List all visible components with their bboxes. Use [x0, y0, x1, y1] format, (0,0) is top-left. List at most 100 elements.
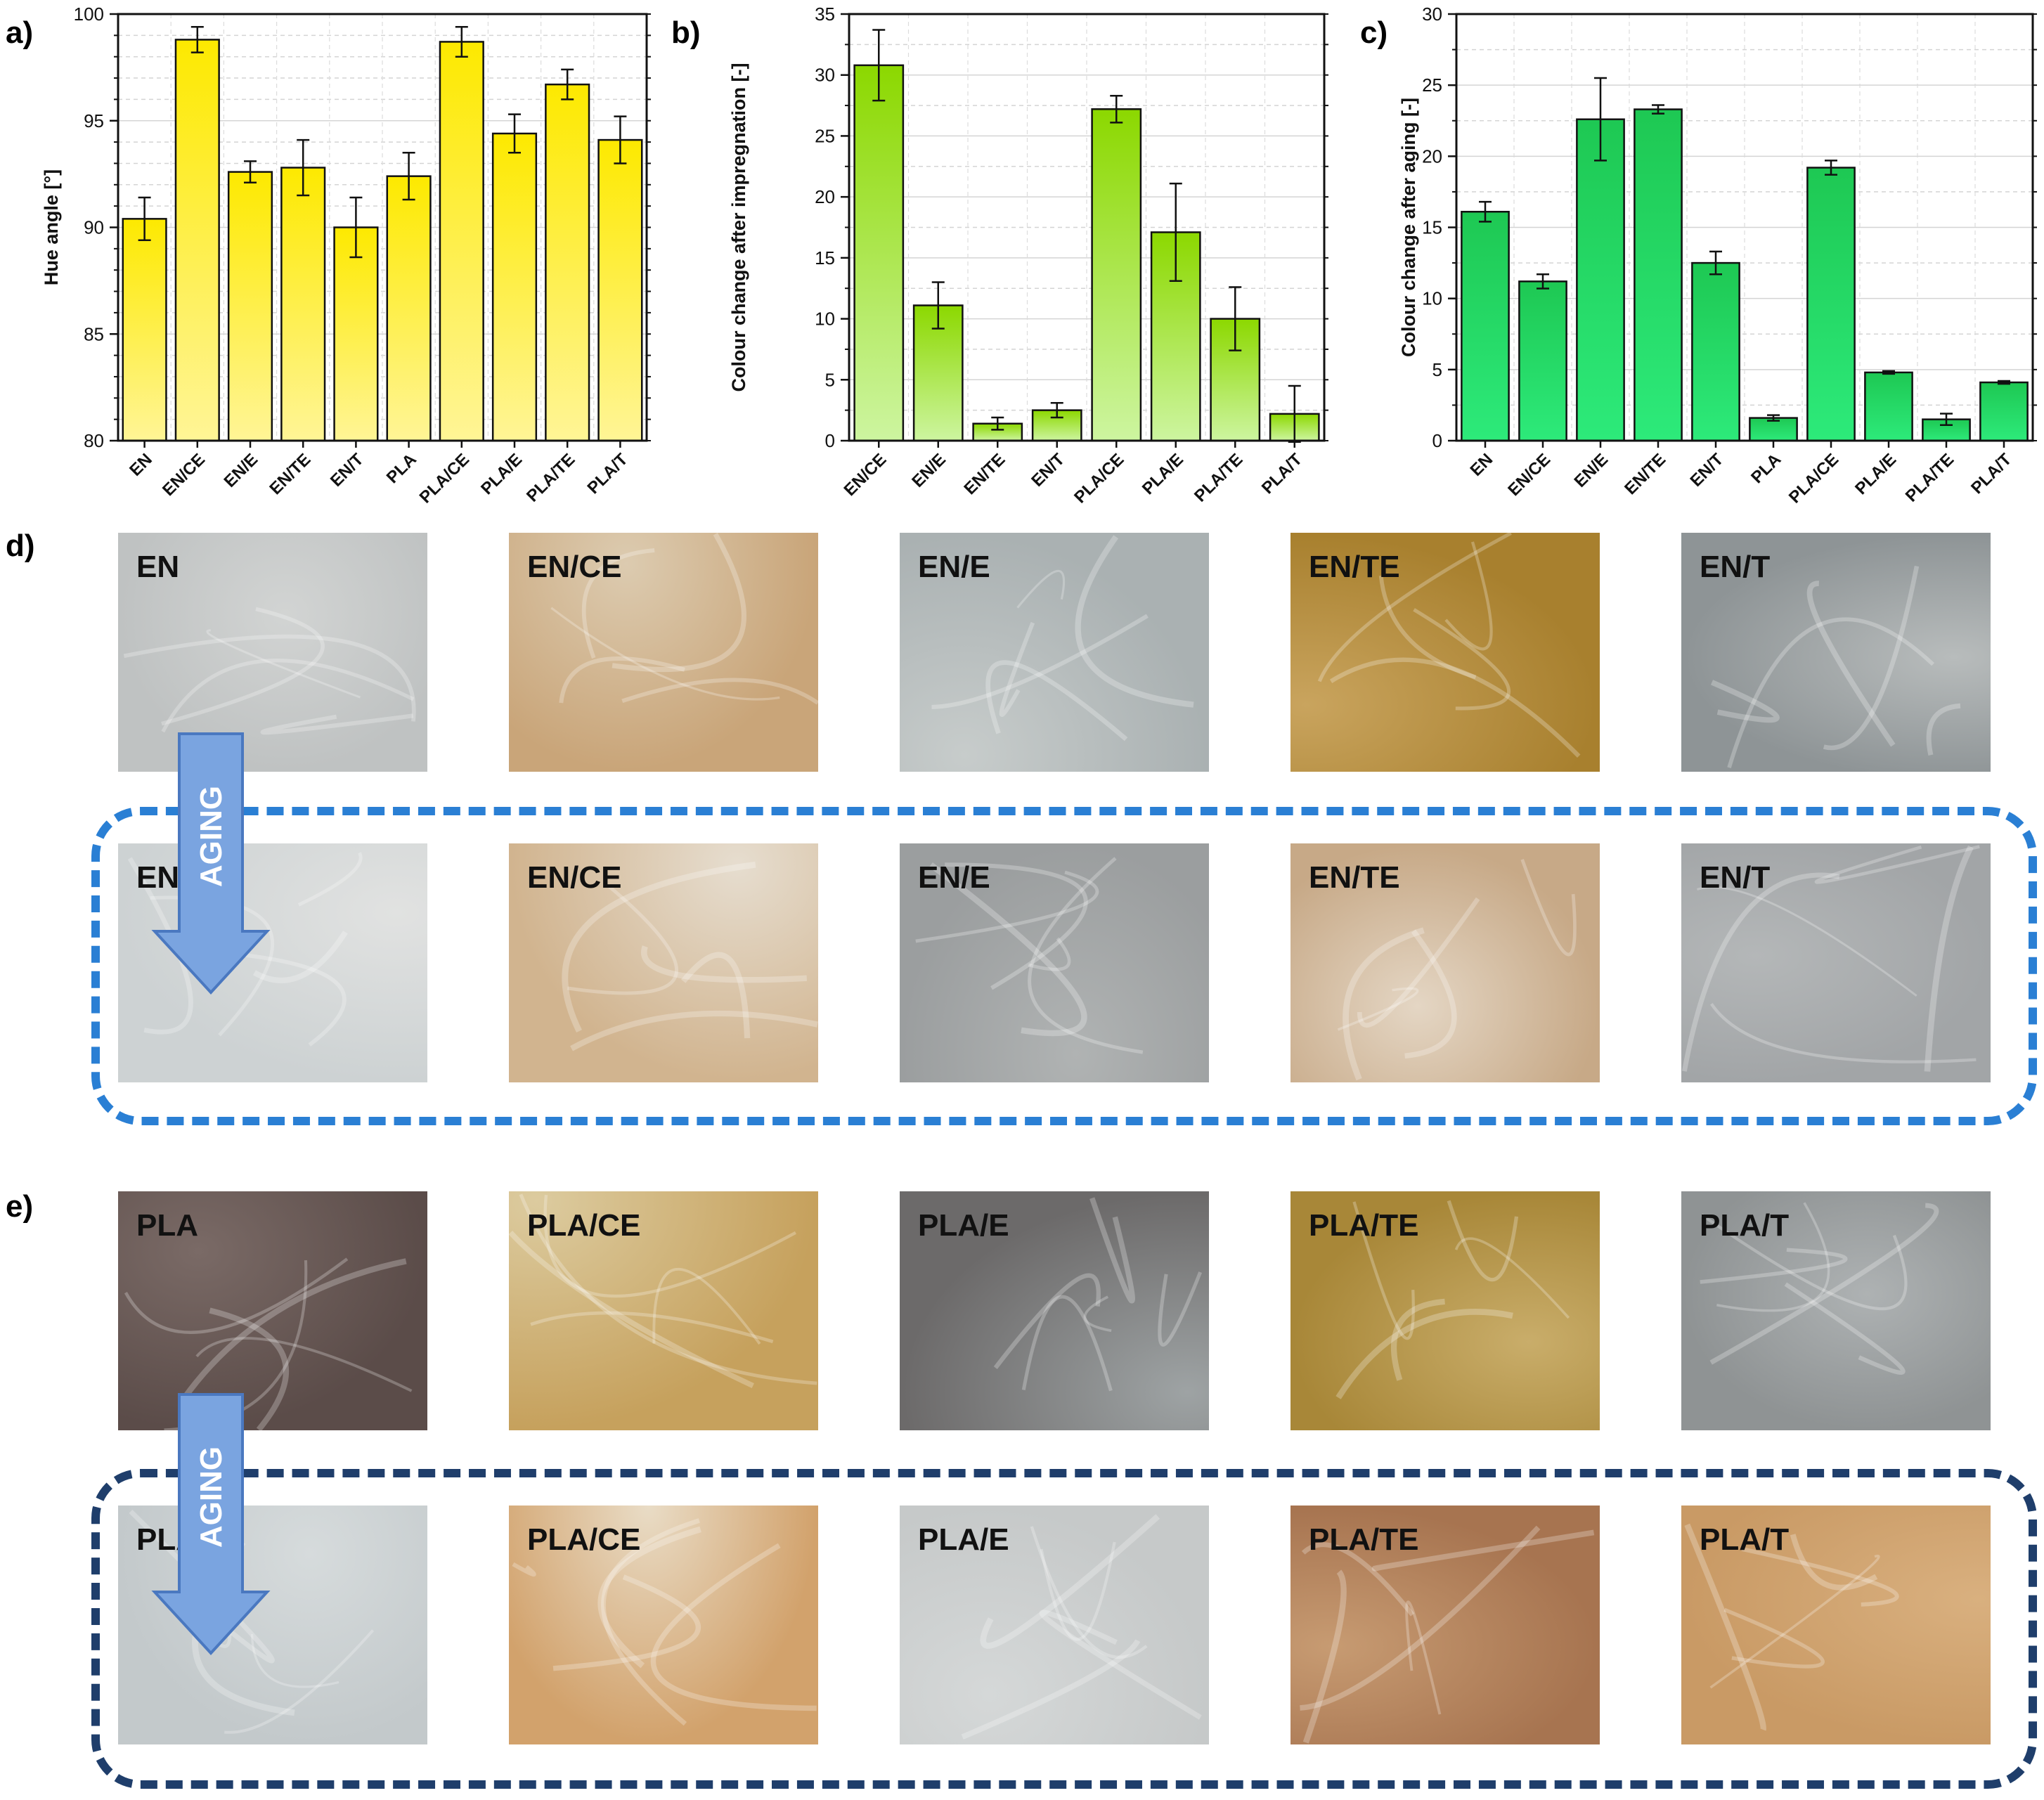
photo-label: EN/T — [1700, 550, 1771, 584]
photo-pla-t: PLA/T — [1681, 1191, 1991, 1430]
bar-EN/T — [333, 226, 379, 442]
x-tick-label: PLA/CE — [1070, 450, 1127, 507]
y-tick-label: 10 — [1422, 288, 1442, 309]
photo-en-t: EN/T — [1681, 843, 1991, 1082]
bar-EN/TE — [1634, 108, 1683, 442]
x-tick-label: PLA/T — [584, 450, 632, 498]
aging-label: AGING — [194, 786, 228, 887]
photo-pla-e: PLA/E — [900, 1191, 1209, 1430]
photo-pla: PLA — [118, 1506, 427, 1744]
photo-texture — [509, 1193, 817, 1388]
y-tick-label: 100 — [74, 4, 104, 25]
photo-texture — [961, 1514, 1202, 1740]
x-tick-label: PLA/TE — [523, 450, 578, 505]
photo-label: EN — [136, 860, 180, 895]
x-tick-label: EN/E — [1571, 450, 1612, 491]
x-tick-label: PLA/T — [1967, 450, 2015, 498]
x-tick-label: PLA/E — [477, 450, 526, 498]
photo-en-te: EN/TE — [1291, 843, 1600, 1082]
y-tick-label: 20 — [815, 186, 835, 207]
bar-EN — [1461, 210, 1510, 442]
dashed-box-en — [91, 807, 2037, 1125]
x-tick-label: PLA/E — [1139, 450, 1187, 498]
x-tick-label: EN/CE — [159, 450, 209, 500]
photo-en: EN — [118, 843, 427, 1082]
bar-EN/E — [1576, 118, 1625, 442]
y-tick-label: 20 — [1422, 145, 1442, 167]
y-axis-label: Hue angle [°] — [41, 169, 62, 285]
y-tick-label: 80 — [84, 430, 104, 451]
y-tick-label: 25 — [815, 125, 835, 146]
photo-pla-t: PLA/T — [1681, 1506, 1991, 1744]
photo-pla-ce: PLA/CE — [509, 1191, 818, 1430]
photo-texture — [1337, 858, 1577, 1081]
photo-label: EN/CE — [527, 860, 622, 895]
photo-label: EN/T — [1700, 860, 1771, 895]
photo-texture — [1684, 1523, 1899, 1731]
x-tick-label: PLA/TE — [1191, 450, 1246, 505]
x-tick-label: PLA/CE — [416, 450, 473, 507]
chart-b: EN/CE EN/E EN/TE EN/T PLA/CE PLA/E PLA/TE PLA/T… — [728, 4, 1328, 507]
x-tick-label: PLA/T — [1258, 450, 1306, 498]
bar-EN/CE — [174, 39, 220, 442]
photo-label: PLA — [136, 1208, 198, 1243]
photo-texture — [123, 607, 416, 735]
photo-label: PLA/CE — [527, 1208, 641, 1243]
x-tick-label: EN/E — [908, 450, 950, 491]
photo-texture — [1300, 1525, 1595, 1744]
chart-c: EN EN/CE EN/E EN/TE EN/T PLA PLA/CE PLA/E PLA/TE… — [1398, 4, 2037, 507]
y-tick-label: 5 — [825, 369, 835, 390]
photo-pla: PLA — [118, 1191, 427, 1430]
y-tick-label: 95 — [84, 110, 104, 131]
bar-EN/CE — [853, 64, 905, 442]
panel-label-e: e) — [6, 1189, 34, 1224]
photo-texture — [562, 861, 818, 1051]
x-tick-label: EN/CE — [841, 450, 891, 500]
y-tick-label: 90 — [84, 217, 104, 238]
bar-PLA/CE — [1806, 167, 1856, 442]
bar-EN/CE — [1518, 280, 1567, 442]
photo-texture — [1681, 845, 1980, 1072]
photo-en-te: EN/TE — [1291, 533, 1600, 772]
photo-pla-te: PLA/TE — [1291, 1506, 1600, 1744]
bar-PLA — [386, 175, 432, 442]
bar-EN — [122, 218, 167, 442]
photo-en-t: EN/T — [1681, 533, 1991, 772]
photo-en-ce: EN/CE — [509, 843, 818, 1082]
x-tick-label: EN — [1467, 450, 1497, 480]
y-tick-label: 85 — [84, 323, 104, 344]
photo-en-ce: EN/CE — [509, 533, 818, 772]
photo-texture — [931, 535, 1194, 742]
photo-label: EN/TE — [1309, 550, 1400, 584]
y-tick-label: 25 — [1422, 75, 1442, 96]
y-tick-label: 30 — [815, 65, 835, 86]
panel-label-a: a) — [6, 15, 34, 50]
aging-label: AGING — [194, 1446, 228, 1548]
x-tick-label: EN/T — [327, 450, 368, 491]
x-tick-label: EN/T — [1686, 450, 1727, 491]
photo-label: PLA/E — [918, 1522, 1009, 1557]
y-tick-label: 5 — [1432, 359, 1442, 380]
photo-en-e: EN/E — [900, 533, 1209, 772]
x-tick-label: EN/T — [1028, 450, 1068, 491]
photo-pla-e: PLA/E — [900, 1506, 1209, 1744]
x-tick-label: PLA/E — [1851, 450, 1900, 498]
plot-frame — [1455, 13, 2034, 442]
photo-label: PLA/TE — [1309, 1208, 1419, 1243]
photo-texture — [993, 1197, 1203, 1392]
photo-texture — [1335, 1200, 1570, 1399]
photo-pla-ce: PLA/CE — [509, 1506, 818, 1744]
y-tick-label: 35 — [815, 4, 835, 25]
x-tick-label: EN/TE — [266, 450, 314, 498]
bar-EN/E — [227, 171, 273, 442]
photo-texture — [1317, 533, 1581, 758]
photo-pla-te: PLA/TE — [1291, 1191, 1600, 1430]
photo-label: PLA/TE — [1309, 1522, 1419, 1557]
aging-arrow-pla: AGING — [151, 1393, 271, 1655]
y-tick-label: 10 — [815, 309, 835, 330]
photo-label: PLA/T — [1700, 1208, 1790, 1243]
y-tick-label: 15 — [1422, 217, 1442, 238]
panel-label-d: d) — [6, 529, 35, 563]
